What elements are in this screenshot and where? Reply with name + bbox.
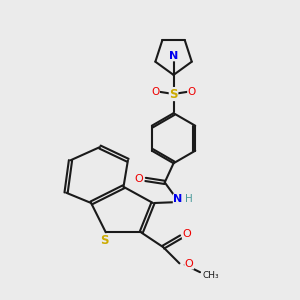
Text: CH₃: CH₃ <box>202 271 219 280</box>
Text: O: O <box>151 87 159 97</box>
Text: O: O <box>185 259 194 269</box>
Text: O: O <box>182 229 191 239</box>
Text: N: N <box>173 194 183 204</box>
Text: O: O <box>135 174 143 184</box>
Text: H: H <box>185 194 193 204</box>
Text: O: O <box>188 87 196 97</box>
Text: N: N <box>169 51 178 61</box>
Text: S: S <box>169 88 178 100</box>
Text: S: S <box>100 234 109 247</box>
